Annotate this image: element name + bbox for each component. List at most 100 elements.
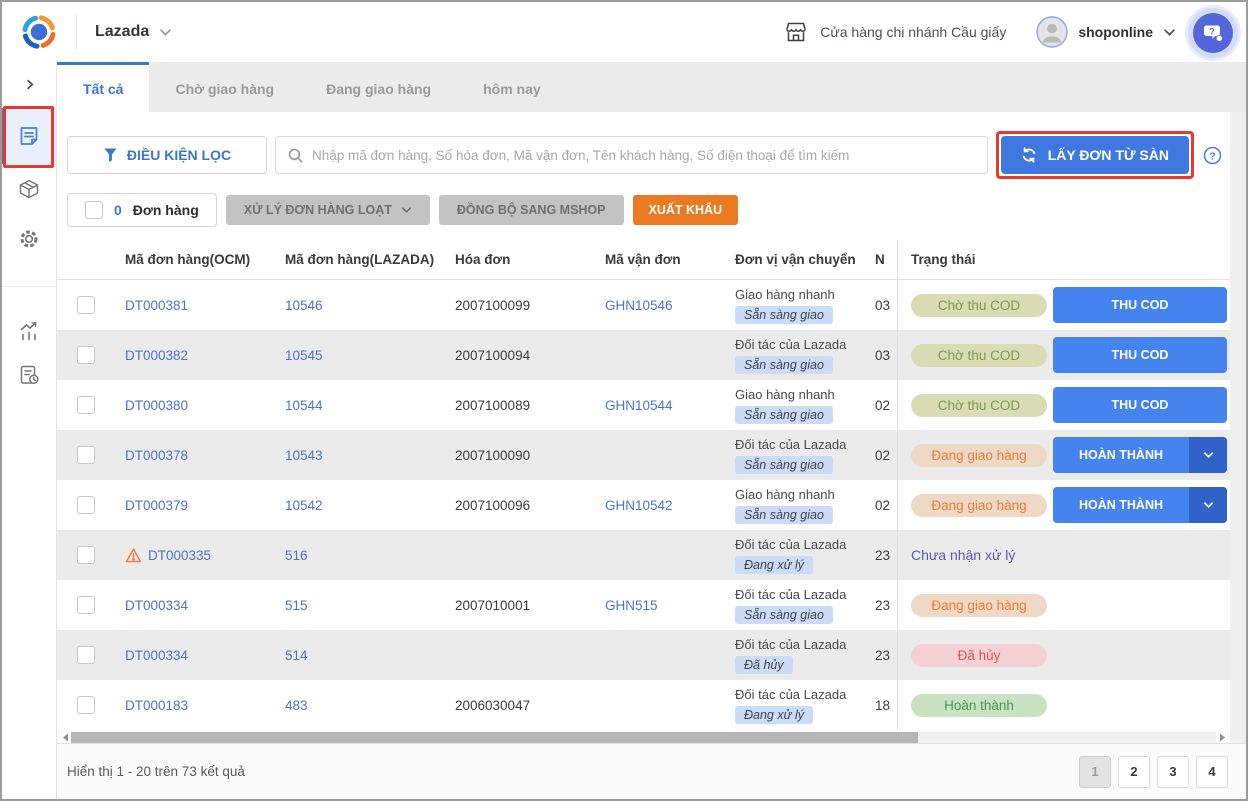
carrier-status-badge: Sẵn sàng giao bbox=[735, 606, 833, 624]
tracking-link[interactable]: GHN515 bbox=[605, 598, 658, 613]
lazada-id-link[interactable]: 10544 bbox=[285, 398, 323, 413]
page-button-1[interactable]: 1 bbox=[1079, 756, 1111, 788]
lazada-id-link[interactable]: 10542 bbox=[285, 498, 323, 513]
main-content: Tất cả Chờ giao hàng Đang giao hàng hôm … bbox=[57, 62, 1246, 799]
orders-panel: ĐIỀU KIỆN LỌC LẤY ĐƠN TỪ SÀN bbox=[57, 112, 1230, 743]
collect-cod-button[interactable]: THU COD bbox=[1053, 337, 1227, 373]
order-date: 18 bbox=[873, 680, 897, 730]
table-row: DT000335 516 Đối tác của Lazada Đang xử … bbox=[57, 530, 1230, 580]
orders-table: Mã đơn hàng(OCM) Mã đơn hàng(LAZADA) Hóa… bbox=[57, 240, 1230, 743]
carrier-status-badge: Sẵn sàng giao bbox=[735, 456, 833, 474]
row-checkbox[interactable] bbox=[77, 596, 95, 614]
filter-conditions-button[interactable]: ĐIỀU KIỆN LỌC bbox=[67, 136, 267, 174]
sidebar-item-products[interactable] bbox=[2, 164, 56, 214]
lazada-id-link[interactable]: 10543 bbox=[285, 448, 323, 463]
table-row: DT000378 10543 2007100090 Đối tác của La… bbox=[57, 430, 1230, 480]
order-code-link[interactable]: DT000334 bbox=[125, 648, 188, 663]
order-code-link[interactable]: DT000334 bbox=[125, 598, 188, 613]
tab-all[interactable]: Tất cả bbox=[57, 62, 149, 112]
row-checkbox[interactable] bbox=[77, 496, 95, 514]
tracking-link[interactable]: GHN10542 bbox=[605, 498, 673, 513]
channel-selector[interactable]: Lazada bbox=[95, 23, 172, 41]
package-icon bbox=[18, 178, 40, 200]
sidebar-item-reports[interactable] bbox=[2, 353, 56, 397]
selected-orders-button[interactable]: 0 Đơn hàng bbox=[67, 193, 217, 227]
page-button-3[interactable]: 3 bbox=[1157, 756, 1189, 788]
collect-cod-button[interactable]: THU COD bbox=[1053, 387, 1227, 423]
table-row: DT000380 10544 2007100089 GHN10544 Giao … bbox=[57, 380, 1230, 430]
dropdown-caret[interactable] bbox=[1189, 487, 1227, 523]
invoice-number: 2007100096 bbox=[445, 480, 595, 530]
col-date: N bbox=[873, 240, 897, 279]
select-all-checkbox[interactable] bbox=[85, 201, 103, 219]
scroll-left-icon[interactable] bbox=[59, 733, 71, 742]
lazada-id-link[interactable]: 515 bbox=[285, 598, 308, 613]
carrier-status-badge: Sẵn sàng giao bbox=[735, 506, 833, 524]
lazada-id-link[interactable]: 10546 bbox=[285, 298, 323, 313]
complete-order-button[interactable]: HOÀN THÀNH bbox=[1053, 437, 1227, 473]
table-row: DT000334 515 2007010001 GHN515 Đối tác c… bbox=[57, 580, 1230, 630]
carrier-status-badge: Đã hủy bbox=[735, 656, 793, 674]
lazada-id-link[interactable]: 514 bbox=[285, 648, 308, 663]
orders-icon bbox=[18, 125, 40, 147]
sidebar-item-orders[interactable] bbox=[2, 108, 56, 164]
tracking-link[interactable]: GHN10544 bbox=[605, 398, 673, 413]
order-code-link[interactable]: DT000380 bbox=[125, 398, 188, 413]
sync-mshop-button[interactable]: ĐỒNG BỘ SANG MSHOP bbox=[439, 195, 624, 225]
table-header: Mã đơn hàng(OCM) Mã đơn hàng(LAZADA) Hóa… bbox=[57, 240, 1230, 280]
sidebar-item-settings[interactable] bbox=[2, 214, 56, 264]
table-row: DT000381 10546 2007100099 GHN10546 Giao … bbox=[57, 280, 1230, 330]
tracking-link[interactable]: GHN10546 bbox=[605, 298, 673, 313]
chevron-down-icon bbox=[159, 28, 172, 37]
sidebar-collapse-toggle[interactable] bbox=[2, 62, 56, 108]
chevron-down-icon bbox=[1163, 28, 1176, 37]
scrollbar-track[interactable] bbox=[71, 732, 1216, 743]
tab-delivering[interactable]: Đang giao hàng bbox=[300, 62, 457, 112]
top-header: Lazada Cửa hàng chi nhánh Cầu giấy bbox=[2, 2, 1246, 62]
scroll-right-icon[interactable] bbox=[1216, 733, 1228, 742]
row-checkbox[interactable] bbox=[77, 346, 95, 364]
order-code-link[interactable]: DT000183 bbox=[125, 698, 188, 713]
col-status: Trạng thái bbox=[897, 240, 1230, 279]
order-code-link[interactable]: DT000382 bbox=[125, 348, 188, 363]
sidebar-item-analytics[interactable] bbox=[2, 309, 56, 353]
collect-cod-button[interactable]: THU COD bbox=[1053, 287, 1227, 323]
horizontal-scrollbar[interactable] bbox=[57, 730, 1230, 743]
carrier-name: Giao hàng nhanh bbox=[735, 387, 835, 402]
results-summary: Hiển thị 1 - 20 trên 73 kết quả bbox=[67, 764, 245, 779]
row-checkbox[interactable] bbox=[77, 396, 95, 414]
lazada-id-link[interactable]: 483 bbox=[285, 698, 308, 713]
row-checkbox[interactable] bbox=[77, 296, 95, 314]
tab-today[interactable]: hôm nay bbox=[457, 62, 567, 112]
row-checkbox[interactable] bbox=[77, 446, 95, 464]
lazada-id-link[interactable]: 516 bbox=[285, 548, 308, 563]
order-code-link[interactable]: DT000378 bbox=[125, 448, 188, 463]
help-button[interactable]: ? bbox=[1203, 146, 1222, 165]
row-checkbox[interactable] bbox=[77, 646, 95, 664]
support-chat-button[interactable]: ? bbox=[1188, 8, 1238, 58]
tab-waiting-delivery[interactable]: Chờ giao hàng bbox=[149, 62, 300, 112]
complete-order-button[interactable]: HOÀN THÀNH bbox=[1053, 487, 1227, 523]
fetch-orders-button[interactable]: LẤY ĐƠN TỪ SÀN bbox=[1001, 136, 1189, 174]
order-code-link[interactable]: DT000381 bbox=[125, 298, 188, 313]
order-code-link[interactable]: DT000335 bbox=[148, 548, 211, 563]
order-search-input[interactable] bbox=[312, 148, 976, 163]
table-row: DT000183 483 2006030047 Đối tác của Laza… bbox=[57, 680, 1230, 730]
row-checkbox[interactable] bbox=[77, 696, 95, 714]
gear-icon bbox=[18, 228, 40, 250]
col-lazada: Mã đơn hàng(LAZADA) bbox=[275, 240, 445, 279]
scrollbar-thumb[interactable] bbox=[71, 732, 918, 743]
search-box bbox=[275, 136, 988, 174]
order-code-link[interactable]: DT000379 bbox=[125, 498, 188, 513]
row-checkbox[interactable] bbox=[77, 546, 95, 564]
bulk-process-button[interactable]: XỬ LÝ ĐƠN HÀNG LOẠT bbox=[226, 195, 430, 225]
chevron-down-icon bbox=[1203, 501, 1214, 509]
status-text: Chưa nhận xử lý bbox=[911, 547, 1015, 563]
page-button-2[interactable]: 2 bbox=[1118, 756, 1150, 788]
user-menu[interactable]: shoponline bbox=[1036, 16, 1176, 48]
page-button-4[interactable]: 4 bbox=[1196, 756, 1228, 788]
order-date: 02 bbox=[873, 430, 897, 480]
export-button[interactable]: XUẤT KHẨU bbox=[633, 195, 739, 225]
dropdown-caret[interactable] bbox=[1189, 437, 1227, 473]
lazada-id-link[interactable]: 10545 bbox=[285, 348, 323, 363]
